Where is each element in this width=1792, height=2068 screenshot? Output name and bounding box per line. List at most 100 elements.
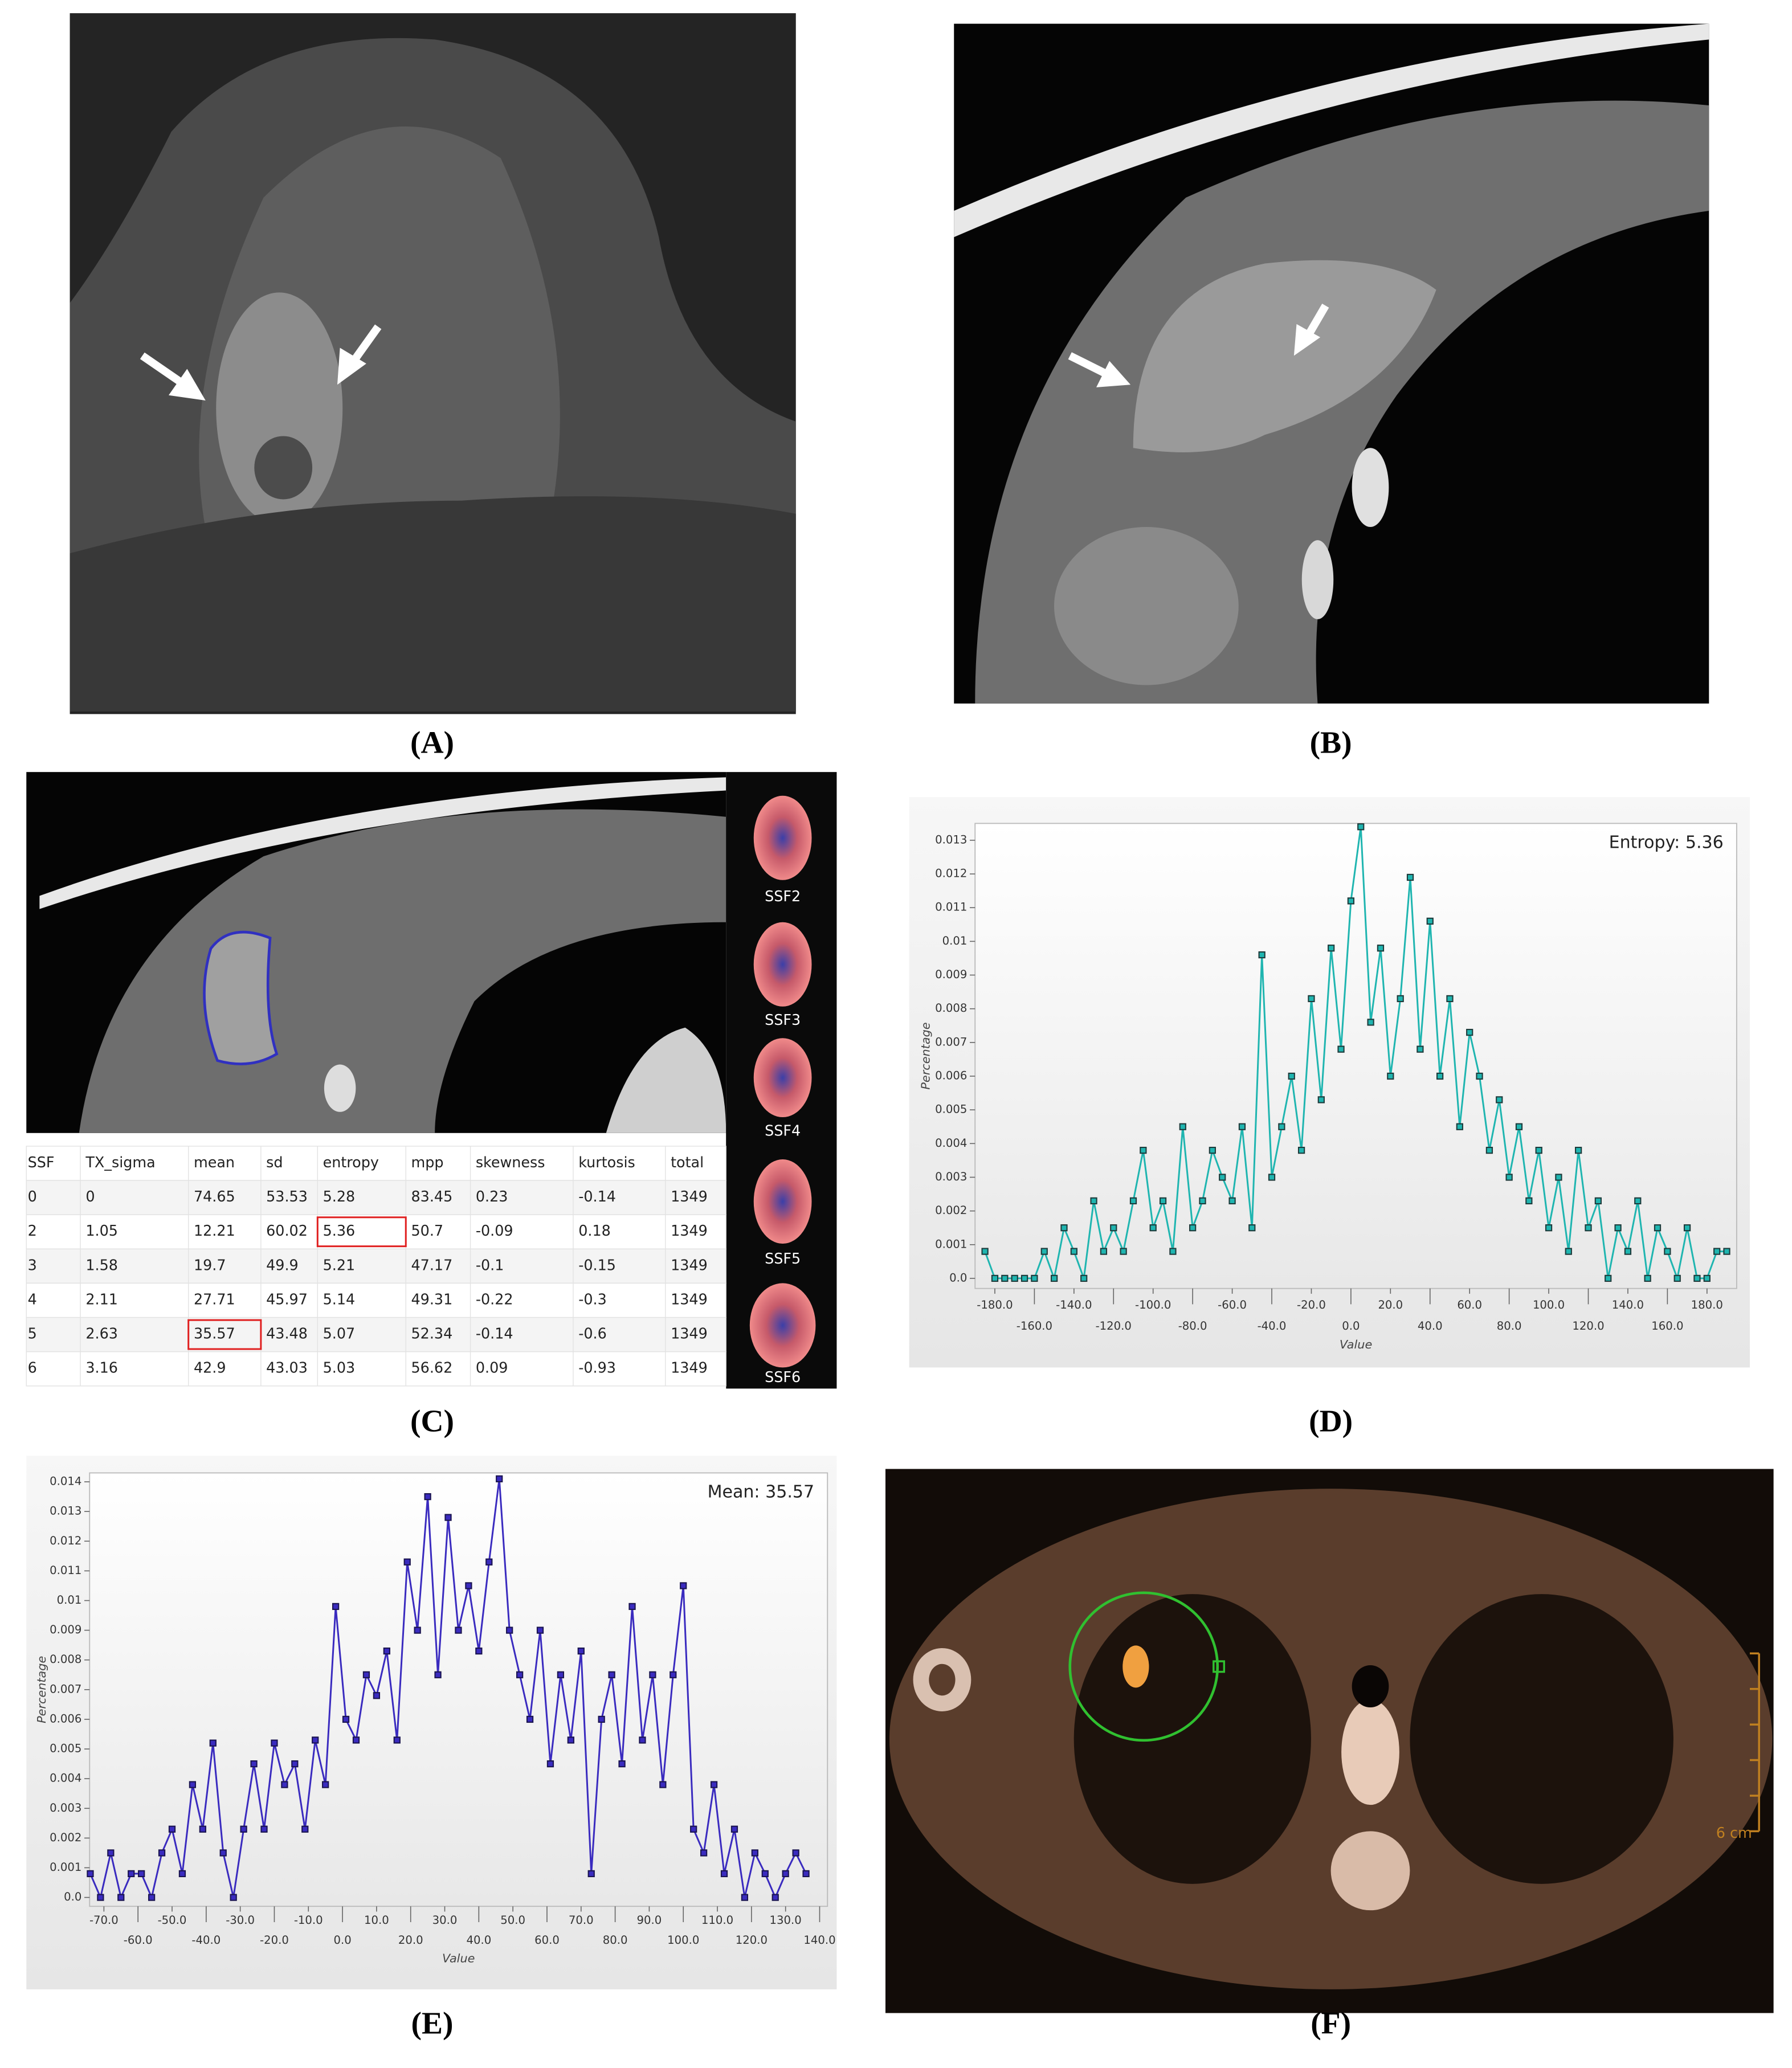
y-tick-label: 0.009 bbox=[50, 1623, 81, 1636]
data-point bbox=[628, 1603, 636, 1611]
table-cell: 2.11 bbox=[85, 1290, 118, 1307]
table-cell: 5.21 bbox=[323, 1256, 356, 1273]
table-cell: -0.14 bbox=[476, 1325, 513, 1342]
data-point bbox=[1179, 1123, 1186, 1130]
x-tick-label: -10.0 bbox=[294, 1914, 323, 1927]
y-tick-label: 0.012 bbox=[50, 1534, 81, 1547]
data-point bbox=[1466, 1028, 1473, 1036]
data-point bbox=[219, 1849, 227, 1857]
data-point bbox=[1278, 1123, 1285, 1130]
table-cell: 1.05 bbox=[85, 1222, 118, 1239]
table-cell: 53.53 bbox=[266, 1188, 308, 1205]
data-point bbox=[301, 1825, 309, 1833]
data-point bbox=[700, 1849, 708, 1857]
table-cell: -0.09 bbox=[476, 1222, 513, 1239]
y-tick-label: 0.004 bbox=[935, 1137, 967, 1150]
table-cell: 35.57 bbox=[194, 1325, 235, 1342]
table-cell: 1349 bbox=[671, 1222, 708, 1239]
header-cell: mean bbox=[194, 1154, 235, 1171]
data-point bbox=[991, 1274, 999, 1282]
data-point bbox=[1001, 1274, 1009, 1282]
data-point bbox=[332, 1603, 340, 1611]
header-cell: SSF bbox=[28, 1154, 55, 1171]
header-cell: TX_sigma bbox=[85, 1154, 155, 1171]
table-cell: -0.1 bbox=[476, 1256, 504, 1273]
data-point bbox=[1476, 1072, 1483, 1080]
y-tick-label: 0.006 bbox=[50, 1712, 81, 1725]
y-tick-label: 0.002 bbox=[935, 1204, 967, 1217]
data-point bbox=[496, 1475, 503, 1482]
data-point bbox=[352, 1736, 360, 1744]
y-tick-label: 0.012 bbox=[935, 867, 967, 880]
table-cell: 42.9 bbox=[194, 1359, 226, 1376]
x-tick-label: 100.0 bbox=[667, 1934, 699, 1947]
x-tick-label: 120.0 bbox=[1572, 1319, 1604, 1333]
data-point bbox=[434, 1671, 442, 1678]
data-point bbox=[240, 1825, 247, 1833]
table-row bbox=[26, 1351, 726, 1387]
x-tick-label: 60.0 bbox=[1457, 1298, 1482, 1311]
data-point bbox=[690, 1825, 697, 1833]
table-cell: 52.34 bbox=[411, 1325, 453, 1342]
data-point bbox=[1505, 1174, 1513, 1181]
x-tick-label: 30.0 bbox=[432, 1914, 458, 1927]
data-point bbox=[1713, 1248, 1721, 1255]
data-point bbox=[772, 1894, 779, 1901]
header-cell: kurtosis bbox=[578, 1154, 635, 1171]
data-point bbox=[802, 1870, 810, 1878]
ssf-label: SSF2 bbox=[765, 888, 801, 905]
data-point bbox=[1328, 945, 1335, 952]
data-point bbox=[792, 1849, 799, 1857]
data-point bbox=[649, 1671, 656, 1678]
ssf-label: SSF5 bbox=[765, 1250, 801, 1267]
data-point bbox=[1011, 1274, 1018, 1282]
data-line bbox=[984, 827, 1727, 1282]
x-tick-label: -180.0 bbox=[977, 1298, 1013, 1311]
data-point bbox=[1565, 1248, 1572, 1255]
plot-area bbox=[974, 823, 1737, 1289]
data-point bbox=[383, 1647, 390, 1655]
data-point bbox=[403, 1558, 411, 1566]
data-point bbox=[291, 1760, 299, 1768]
y-tick-label: 0.0 bbox=[64, 1890, 81, 1903]
data-point bbox=[1644, 1274, 1651, 1282]
data-point bbox=[1317, 1096, 1325, 1104]
data-point bbox=[117, 1894, 125, 1901]
highlight-box bbox=[316, 1216, 407, 1248]
table-cell: 1349 bbox=[671, 1325, 708, 1342]
panel-labels: (A) (B) (C) (D) (E) (F) bbox=[410, 726, 1353, 2041]
data-point bbox=[1080, 1274, 1088, 1282]
table-cell: 50.7 bbox=[411, 1222, 444, 1239]
x-tick-label: 0.0 bbox=[1342, 1319, 1360, 1333]
stats-table: SSF TX_sigma mean sd entropy mpp skewness kurto… bbox=[26, 1146, 726, 1387]
data-point bbox=[1614, 1224, 1622, 1232]
data-point bbox=[1634, 1197, 1642, 1204]
data-point bbox=[1426, 917, 1434, 925]
table-cell: 2 bbox=[28, 1222, 37, 1239]
ct-image bbox=[954, 23, 1709, 704]
data-point bbox=[414, 1626, 421, 1634]
data-point bbox=[1149, 1224, 1157, 1232]
data-point bbox=[1297, 1147, 1305, 1154]
table-cell: 49.9 bbox=[266, 1256, 299, 1273]
y-tick-label: 0.0 bbox=[949, 1271, 967, 1284]
data-point bbox=[138, 1870, 145, 1878]
data-point bbox=[608, 1671, 615, 1678]
data-point bbox=[761, 1870, 769, 1878]
table-cell: 27.71 bbox=[194, 1290, 235, 1307]
y-tick-label: 0.014 bbox=[50, 1475, 81, 1488]
table-row bbox=[26, 1282, 726, 1318]
table-cell: 5.03 bbox=[323, 1359, 356, 1376]
data-point bbox=[680, 1582, 687, 1589]
data-point bbox=[1654, 1224, 1662, 1232]
data-point bbox=[1456, 1123, 1463, 1130]
data-point bbox=[1090, 1197, 1097, 1204]
x-tick-label: 70.0 bbox=[569, 1914, 594, 1927]
y-tick-label: 0.009 bbox=[935, 968, 967, 981]
table-cell: 43.03 bbox=[266, 1359, 308, 1376]
data-point bbox=[1169, 1248, 1177, 1255]
data-point bbox=[87, 1870, 94, 1878]
data-point bbox=[1357, 823, 1365, 831]
table-cell: -0.15 bbox=[578, 1256, 616, 1273]
table-cell: 12.21 bbox=[194, 1222, 235, 1239]
